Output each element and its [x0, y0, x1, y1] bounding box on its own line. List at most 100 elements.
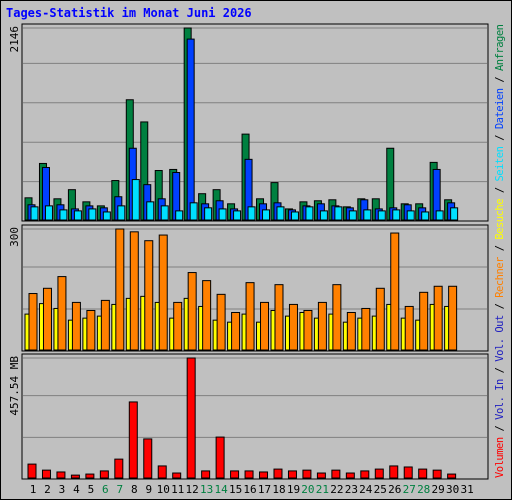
- x-tick-label: 10: [157, 483, 170, 496]
- bar: [345, 472, 355, 479]
- bar: [129, 231, 139, 351]
- bar: [361, 307, 371, 351]
- legend-entry: Vol. Out: [494, 315, 506, 362]
- x-tick-label: 19: [287, 483, 300, 496]
- bar: [189, 202, 198, 221]
- bar: [276, 206, 285, 221]
- bar: [390, 232, 400, 351]
- bar: [287, 470, 297, 479]
- bar: [216, 293, 226, 351]
- bar: [73, 210, 82, 221]
- legend-separator: /: [494, 419, 506, 437]
- legend-entry: Anfragen: [494, 24, 506, 71]
- bar: [290, 211, 299, 221]
- bar: [447, 473, 457, 479]
- bar: [59, 209, 68, 221]
- bar: [173, 301, 183, 351]
- bar: [158, 234, 168, 351]
- x-tick-label: 26: [388, 483, 401, 496]
- bar: [450, 207, 459, 221]
- legend-entry: Seiten: [494, 146, 506, 181]
- bar: [317, 301, 327, 351]
- bar: [44, 205, 53, 221]
- bar: [115, 228, 125, 351]
- bar: [71, 301, 81, 351]
- x-tick-label: 16: [243, 483, 256, 496]
- bar: [218, 208, 227, 221]
- x-tick-label: 25: [374, 483, 387, 496]
- bar: [157, 465, 167, 479]
- bar: [274, 284, 284, 351]
- bar: [41, 469, 51, 479]
- bar: [332, 284, 342, 351]
- bar: [143, 438, 153, 479]
- legend-separator: /: [494, 181, 506, 199]
- bar: [392, 209, 401, 221]
- legend-entry: Dateien: [494, 88, 506, 129]
- x-tick-label: 29: [432, 483, 445, 496]
- bar: [375, 287, 385, 351]
- bar: [319, 210, 328, 221]
- x-tick-label: 4: [73, 483, 80, 496]
- bar: [30, 206, 39, 221]
- bar: [144, 240, 154, 351]
- bar: [202, 280, 212, 351]
- chart-title: Tages-Statistik im Monat Juni 2026: [6, 6, 252, 20]
- bar: [403, 466, 413, 479]
- bar: [175, 210, 184, 221]
- bar: [70, 474, 80, 479]
- bar: [404, 305, 414, 351]
- x-tick-label: 13: [200, 483, 213, 496]
- legend-entry: Rechner: [494, 257, 506, 298]
- bar: [114, 458, 124, 479]
- x-tick-label: 14: [214, 483, 228, 496]
- bar: [245, 282, 255, 351]
- bar: [448, 285, 458, 351]
- x-tick-label: 15: [229, 483, 242, 496]
- x-tick-label: 20: [301, 483, 314, 496]
- bar: [102, 211, 111, 221]
- bar: [348, 210, 357, 221]
- bar: [305, 206, 314, 221]
- x-tick-label: 1: [30, 483, 37, 496]
- x-tick-label: 18: [272, 483, 285, 496]
- bar: [186, 38, 195, 221]
- bar: [230, 470, 240, 479]
- y-tick-label: 457.54 MB: [8, 356, 21, 416]
- bar: [88, 208, 97, 221]
- bar: [247, 206, 256, 221]
- bar: [259, 471, 269, 479]
- bar: [56, 471, 66, 479]
- bar: [42, 287, 52, 351]
- bar: [363, 209, 372, 221]
- legend-separator: /: [494, 239, 506, 257]
- legend-entry: Vol. In: [494, 379, 506, 420]
- legend-separator: /: [494, 361, 506, 379]
- bar: [260, 301, 270, 351]
- bar: [86, 309, 96, 351]
- bar: [432, 469, 442, 479]
- bar: [435, 210, 444, 221]
- bar: [28, 293, 38, 351]
- x-tick-label: 30: [446, 483, 459, 496]
- bar: [421, 211, 430, 221]
- x-tick-label: 8: [131, 483, 138, 496]
- x-tick-label: 11: [171, 483, 184, 496]
- bar: [100, 299, 110, 351]
- legend-separator: /: [494, 129, 506, 147]
- bar: [117, 205, 126, 221]
- x-tick-label: 2: [44, 483, 51, 496]
- bar: [172, 472, 182, 479]
- legend-entry: Besuche: [494, 198, 506, 239]
- x-tick-label: 23: [345, 483, 358, 496]
- bar: [377, 210, 386, 221]
- bar: [57, 276, 67, 351]
- bar: [433, 285, 443, 351]
- legend-entry: Volumen: [494, 437, 506, 478]
- x-tick-label: 17: [258, 483, 271, 496]
- bar: [85, 473, 95, 479]
- x-tick-label: 31: [460, 483, 473, 496]
- x-tick-label: 28: [417, 483, 430, 496]
- bar: [187, 272, 197, 351]
